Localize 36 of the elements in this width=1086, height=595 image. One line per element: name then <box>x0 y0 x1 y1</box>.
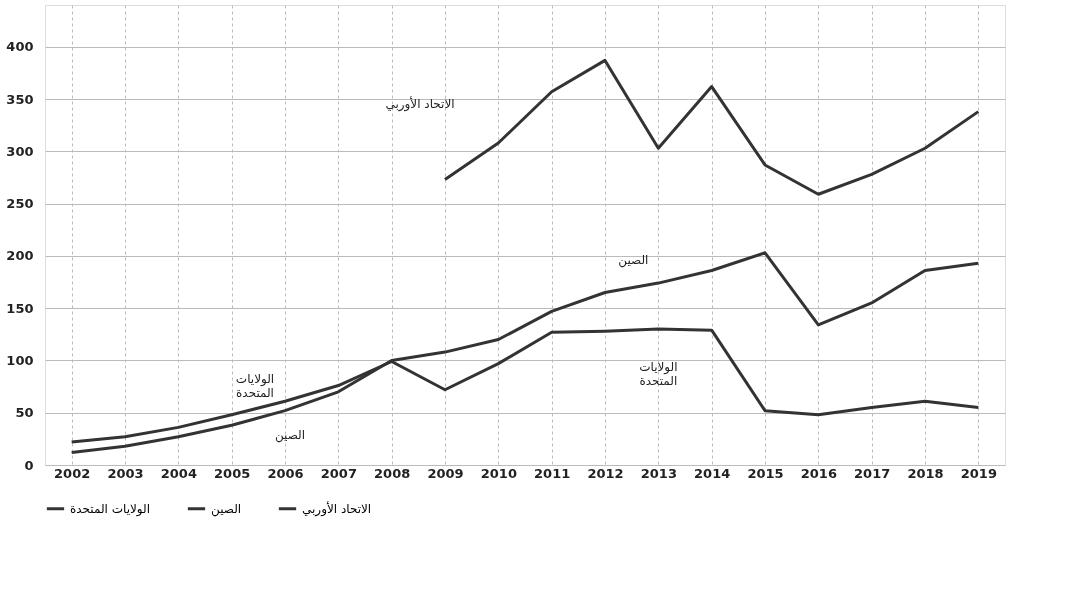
x-tick-label: 2013 <box>640 465 677 481</box>
x-tick-label: 2009 <box>427 465 464 481</box>
y-tick-label: 350 <box>6 91 34 107</box>
x-tick-label: 2003 <box>107 465 144 481</box>
x-tick-label: 2002 <box>54 465 91 481</box>
x-tick-label: 2015 <box>747 465 784 481</box>
y-tick-label: 200 <box>6 248 34 264</box>
x-tick-label: 2004 <box>160 465 197 481</box>
y-tick-label: 150 <box>6 300 34 316</box>
annotation: الصين <box>274 428 306 443</box>
x-tick-label: 2006 <box>267 465 304 481</box>
y-tick-label: 300 <box>6 143 34 159</box>
annotation: الولايات المتحدة <box>639 360 678 388</box>
y-tick-label: 250 <box>6 196 34 212</box>
y-tick-label: 100 <box>6 352 34 368</box>
line-series <box>70 251 980 454</box>
x-tick-label: 2007 <box>320 465 357 481</box>
legend-label: الاتحاد الأوربي <box>302 500 372 517</box>
y-tick-label: 0 <box>24 457 34 473</box>
x-tick-label: 2014 <box>694 465 731 481</box>
x-tick-label: 2019 <box>960 465 997 481</box>
x-tick-label: 2005 <box>214 465 251 481</box>
x-tick-label: 2010 <box>480 465 517 481</box>
annotation: الصين <box>618 253 649 268</box>
x-tick-label: 2016 <box>800 465 837 481</box>
y-tick-label: 400 <box>6 39 34 55</box>
x-tick-label: 2008 <box>374 465 411 481</box>
annotation: الاتحاد الأوربي <box>385 96 455 112</box>
legend-label: الولايات المتحدة <box>70 501 151 517</box>
legend-label: الصين <box>211 501 242 517</box>
x-tick-label: 2012 <box>587 465 624 481</box>
annotation: الولايات المتحدة <box>235 372 275 400</box>
x-tick-label: 2018 <box>907 465 944 481</box>
x-tick-label: 2011 <box>534 465 571 481</box>
x-tick-label: 2017 <box>854 465 891 481</box>
y-tick-label: 50 <box>15 405 34 421</box>
